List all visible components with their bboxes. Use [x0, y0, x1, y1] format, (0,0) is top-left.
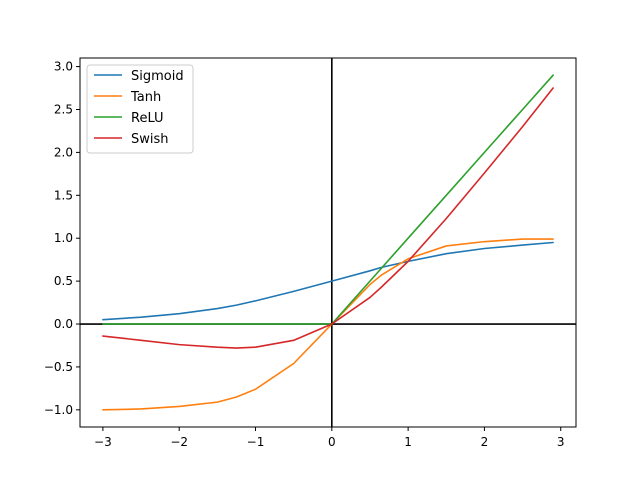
x-tick-label: 2 [481, 435, 489, 449]
x-tick-label: −2 [170, 435, 188, 449]
y-tick-label: 3.0 [54, 60, 73, 74]
y-tick-label: −1.0 [44, 403, 73, 417]
legend-label-swish: Swish [131, 132, 169, 147]
plot-frame [79, 57, 577, 428]
x-tick-label: 0 [328, 435, 336, 449]
series-line-sigmoid [102, 241, 554, 321]
x-tick-label: −1 [247, 435, 265, 449]
x-tick-label: 1 [404, 435, 412, 449]
y-axis: −1.0 −0.5 0.0 0.5 1.0 1.5 2.0 2.5 3.0 [44, 60, 80, 417]
series-lines-group [102, 74, 554, 411]
y-tick-label: −0.5 [44, 360, 73, 374]
y-tick-label: 0.0 [54, 317, 73, 331]
legend-label-tanh: Tanh [130, 90, 161, 105]
series-line-swish [102, 87, 554, 349]
y-tick-label: 2.5 [54, 102, 73, 116]
x-tick-label: −3 [94, 435, 112, 449]
y-tick-label: 0.5 [54, 274, 73, 288]
y-tick-label: 2.0 [54, 145, 73, 159]
x-tick-label: 3 [557, 435, 565, 449]
y-tick-label: 1.0 [54, 231, 73, 245]
legend-label-relu: ReLU [131, 111, 164, 126]
y-tick-label: 1.5 [54, 188, 73, 202]
x-axis: −3 −2 −1 0 1 2 3 [94, 427, 565, 449]
legend-box [86, 64, 194, 154]
legend-label-sigmoid: Sigmoid [131, 69, 184, 84]
legend: Sigmoid Tanh ReLU Swish [86, 64, 194, 154]
